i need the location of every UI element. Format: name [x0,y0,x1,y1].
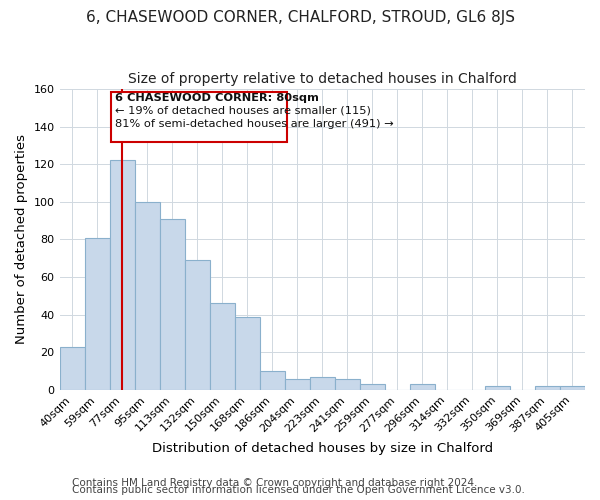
Text: 6 CHASEWOOD CORNER: 80sqm: 6 CHASEWOOD CORNER: 80sqm [115,93,319,103]
Text: ← 19% of detached houses are smaller (115): ← 19% of detached houses are smaller (11… [115,106,370,116]
Bar [310,376,335,390]
Text: 81% of semi-detached houses are larger (491) →: 81% of semi-detached houses are larger (… [115,119,393,129]
Bar [360,384,385,390]
Text: Contains HM Land Registry data © Crown copyright and database right 2024.: Contains HM Land Registry data © Crown c… [72,478,478,488]
Bar [209,304,235,390]
X-axis label: Distribution of detached houses by size in Chalford: Distribution of detached houses by size … [152,442,493,455]
Bar [134,202,160,390]
Bar [485,386,510,390]
Bar [85,238,110,390]
Bar [160,219,185,390]
Title: Size of property relative to detached houses in Chalford: Size of property relative to detached ho… [128,72,517,86]
Y-axis label: Number of detached properties: Number of detached properties [15,134,28,344]
Bar [535,386,560,390]
Bar [560,386,585,390]
Bar [185,260,209,390]
Bar [260,371,285,390]
Bar [335,378,360,390]
Text: 6, CHASEWOOD CORNER, CHALFORD, STROUD, GL6 8JS: 6, CHASEWOOD CORNER, CHALFORD, STROUD, G… [86,10,515,25]
FancyBboxPatch shape [111,92,287,142]
Text: Contains public sector information licensed under the Open Government Licence v3: Contains public sector information licen… [72,485,525,495]
Bar [410,384,435,390]
Bar [59,346,85,390]
Bar [285,378,310,390]
Bar [235,316,260,390]
Bar [110,160,134,390]
